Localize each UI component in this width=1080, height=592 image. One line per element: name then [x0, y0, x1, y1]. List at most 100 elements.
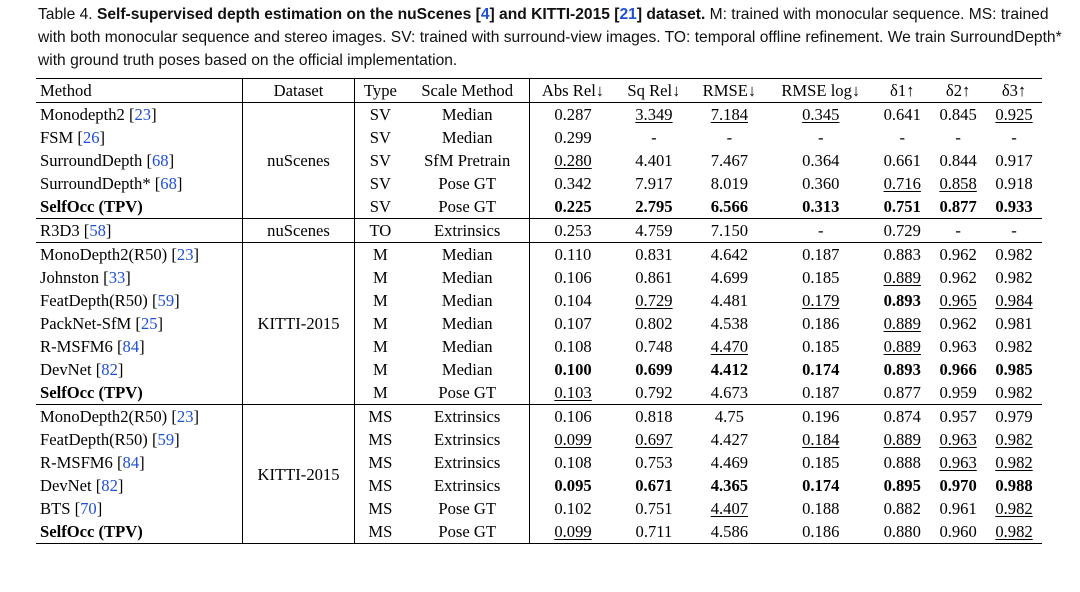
metric-value: 4.481: [710, 291, 749, 310]
ref-link[interactable]: 58: [89, 221, 106, 240]
metric-value: 0.753: [635, 453, 673, 472]
ref-link[interactable]: 59: [157, 291, 175, 310]
metric-cell: 0.880: [874, 520, 930, 544]
metric-value: 0.253: [554, 221, 592, 240]
col-header: δ2↑: [945, 81, 971, 100]
ref-link[interactable]: 84: [122, 453, 140, 472]
metric-cell: 4.470: [692, 335, 768, 358]
type-cell: SV: [369, 197, 391, 216]
scale-method-cell: Median: [405, 289, 530, 312]
metric-cell: 7.467: [692, 149, 768, 172]
method-cell: DevNet [82]: [36, 358, 243, 381]
metric-cell: 0.933: [986, 195, 1042, 219]
ref-link[interactable]: 21: [619, 6, 637, 23]
metric-cell: 0.751: [874, 195, 930, 219]
ref-link[interactable]: 26: [82, 128, 100, 147]
method-cell: SelfOcc (TPV): [36, 381, 243, 405]
method-name: DevNet: [40, 360, 96, 379]
col-header: Sq Rel↓: [627, 81, 681, 100]
caption-prefix: Table 4.: [38, 6, 97, 23]
method-cell: SelfOcc (TPV): [36, 520, 243, 544]
metric-value: 0.960: [939, 522, 977, 541]
ref-link[interactable]: 4: [480, 6, 490, 23]
metric-value: 7.184: [710, 105, 749, 124]
metric-value: 0.792: [635, 383, 673, 402]
metric-value: 4.427: [710, 430, 749, 449]
scale-method-cell: Median: [405, 335, 530, 358]
ref-link[interactable]: 33: [108, 268, 126, 287]
metric-value: 0.110: [554, 245, 592, 264]
metric-value: 0.107: [554, 314, 592, 333]
metric-cell: 3.349: [616, 102, 692, 126]
metric-cell: 0.959: [930, 381, 986, 405]
method-name: BTS: [40, 499, 75, 518]
metric-value: 0.925: [995, 105, 1033, 124]
ref-link[interactable]: 82: [101, 360, 118, 379]
method-name: FeatDepth(R50): [40, 430, 152, 449]
ref-link[interactable]: 84: [122, 337, 140, 356]
metric-value: 0.918: [995, 174, 1033, 193]
metric-value: 0.858: [939, 174, 977, 193]
metric-cell: 4.759: [616, 218, 692, 243]
metric-value: 0.962: [939, 245, 977, 264]
metric-cell: 0.874: [874, 404, 931, 428]
metric-cell: 0.095: [529, 474, 616, 497]
metric-value: 0.831: [635, 245, 673, 264]
ref-link[interactable]: 82: [101, 476, 118, 495]
metric-cell: 0.965: [930, 289, 986, 312]
metric-value: 0.188: [802, 499, 840, 518]
metric-value: 0.174: [802, 360, 840, 379]
ref-link[interactable]: 23: [176, 245, 194, 264]
metric-value: 0.802: [635, 314, 673, 333]
metric-value: 0.095: [554, 476, 592, 495]
type-cell: MS: [368, 453, 393, 472]
ref-link[interactable]: 23: [176, 407, 194, 426]
ref-link[interactable]: 68: [152, 151, 169, 170]
ref-link[interactable]: 25: [140, 314, 158, 333]
metric-cell: 0.360: [767, 172, 874, 195]
metric-cell: 0.729: [616, 289, 691, 312]
method-cell: Monodepth2 [23]: [36, 102, 243, 126]
type-cell: MS: [354, 404, 406, 428]
ref-link[interactable]: 70: [80, 499, 97, 518]
metric-cell: 0.711: [616, 520, 691, 544]
table-row: Monodepth2 [23] nuScenes SV Median 0.287 3.34…: [36, 102, 1042, 219]
method-name: SelfOcc (TPV): [40, 522, 143, 541]
metric-value: 0.882: [883, 499, 921, 518]
metric-cell: 0.671: [616, 474, 691, 497]
method-cell: PackNet-SfM [25]: [36, 312, 243, 335]
metric-value: 0.982: [995, 245, 1033, 264]
type-cell: M: [373, 291, 388, 310]
metric-cell: 0.110: [529, 242, 617, 266]
metric-cell: 0.889: [874, 266, 930, 289]
metric-cell: 4.673: [692, 381, 768, 405]
metric-cell: 0.893: [874, 358, 930, 381]
metric-value: -: [955, 221, 961, 240]
metric-cell: 4.699: [692, 266, 768, 289]
ref-link[interactable]: 23: [134, 105, 152, 124]
table-row: SelfOcc (TPV) SV Pose GT 0.225 2.795 6.566 0.3…: [36, 195, 1042, 219]
header-row: Method Dataset Type Scale Method Abs Rel…: [36, 78, 1042, 103]
metric-value: 0.184: [802, 430, 840, 449]
dataset-cell: KITTI-2015: [242, 242, 356, 405]
ref-link[interactable]: 68: [160, 174, 177, 193]
metric-cell: 0.962: [930, 242, 987, 266]
metric-value: 4.470: [710, 337, 749, 356]
metric-value: 0.889: [883, 268, 921, 287]
table-row: SurroundDepth [68] SV SfM Pretrain 0.280 4.4…: [36, 149, 1042, 172]
metric-cell: 0.345: [767, 102, 875, 126]
metric-value: 0.729: [883, 221, 921, 240]
metric-cell: 0.982: [986, 428, 1042, 451]
method-cell: FeatDepth(R50) [59]: [36, 428, 243, 451]
metric-cell: 6.566: [692, 195, 768, 219]
ref-link[interactable]: 59: [157, 430, 175, 449]
metric-value: 0.888: [883, 453, 921, 472]
metric-value: 2.795: [635, 197, 673, 216]
metric-cell: 0.966: [930, 358, 986, 381]
metric-value: 0.716: [883, 174, 921, 193]
method-name: R-MSFM6: [40, 337, 118, 356]
metric-cell: 0.107: [529, 312, 616, 335]
metric-cell: 0.984: [986, 289, 1042, 312]
method-name: R-MSFM6: [40, 453, 118, 472]
metric-cell: 0.979: [986, 404, 1042, 428]
